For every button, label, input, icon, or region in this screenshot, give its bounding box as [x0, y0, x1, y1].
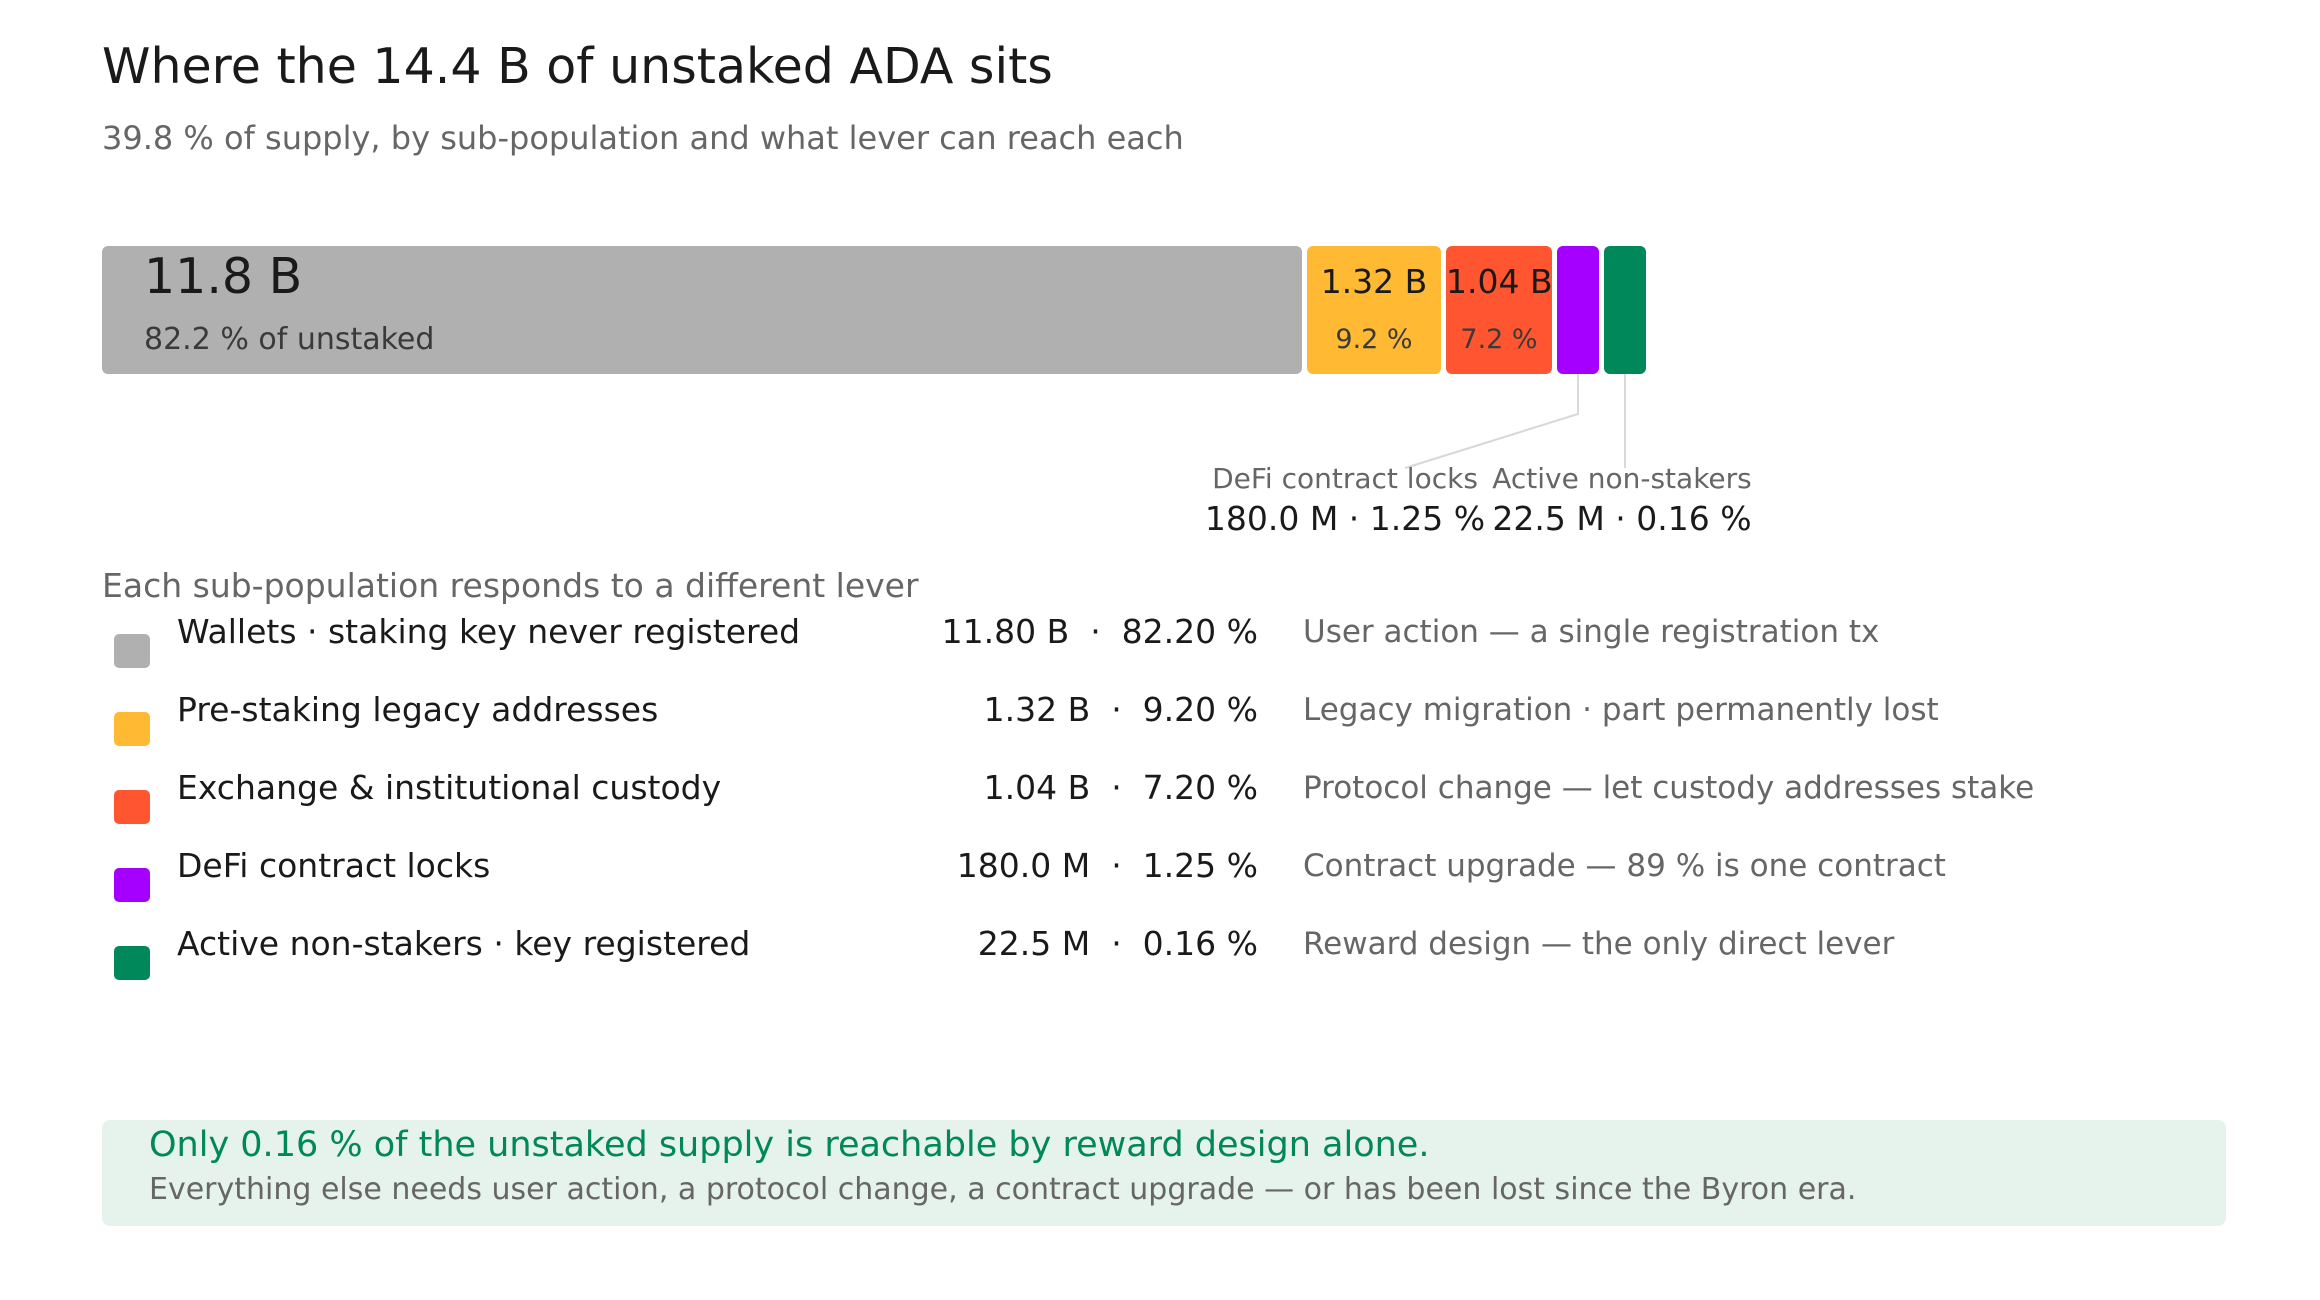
- segment-value-label: 1.32 B: [1320, 262, 1428, 301]
- legend-values: 1.32 B · 9.20 %: [983, 690, 1258, 729]
- legend-values: 1.04 B · 7.20 %: [983, 768, 1258, 807]
- segment-value-label: 11.8 B: [144, 248, 303, 305]
- legend-row: Exchange & institutional custody 1.04 B ·…: [0, 768, 2320, 828]
- legend-row: DeFi contract locks 180.0 M · 1.25 % Contr…: [0, 846, 2320, 906]
- bar-segment: [1604, 246, 1646, 374]
- chart-title: Where the 14.4 B of unstaked ADA sits: [102, 38, 1053, 95]
- legend-lever: User action — a single registration tx: [1303, 614, 1880, 650]
- bar-segment: [1557, 246, 1599, 374]
- legend-name: Pre-staking legacy addresses: [177, 690, 659, 729]
- callout-value: 180.0 M · 1.25 %: [1204, 499, 1486, 538]
- legend-lever: Protocol change — let custody addresses …: [1303, 770, 2035, 806]
- legend-values: 180.0 M · 1.25 %: [956, 846, 1258, 885]
- stacked-bar-chart: 11.8 B 82.2 % of unstaked 1.32 B 9.2 % 1.04 …: [0, 0, 2320, 560]
- legend-swatch: [114, 790, 150, 824]
- legend-swatch: [114, 946, 150, 980]
- legend-heading: Each sub-population responds to a differ…: [102, 566, 919, 605]
- legend-values: 11.80 B · 82.20 %: [941, 612, 1258, 651]
- segment-pct-label: 9.2 %: [1335, 324, 1413, 355]
- legend-row: Active non-stakers · key registered 22.5 …: [0, 924, 2320, 984]
- segment-callout: DeFi contract locks 180.0 M · 1.25 %: [1185, 462, 1505, 538]
- segment-callout: Active non-stakers 22.5 M · 0.16 %: [1462, 462, 1782, 538]
- legend-name: Exchange & institutional custody: [177, 768, 722, 807]
- callout-leader: [1404, 374, 1579, 469]
- callout-name: DeFi contract locks: [1212, 462, 1478, 495]
- segment-pct-label: 7.2 %: [1460, 324, 1538, 355]
- chart-subtitle: 39.8 % of supply, by sub-population and …: [102, 119, 1184, 157]
- segment-pct-label: 82.2 % of unstaked: [144, 322, 435, 357]
- legend-swatch: [114, 868, 150, 902]
- legend-values: 22.5 M · 0.16 %: [977, 924, 1258, 963]
- bar-segment: [1446, 246, 1552, 374]
- takeaway-headline: Only 0.16 % of the unstaked supply is re…: [149, 1125, 1430, 1165]
- callout-leader-lines: [1404, 374, 1626, 469]
- legend-lever: Legacy migration · part permanently lost: [1303, 692, 1939, 728]
- legend-swatch: [114, 634, 150, 668]
- bar-segment: [1307, 246, 1441, 374]
- legend-name: Wallets · staking key never registered: [177, 612, 801, 651]
- callout-name: Active non-stakers: [1492, 462, 1752, 495]
- callout-value: 22.5 M · 0.16 %: [1492, 499, 1752, 538]
- legend-row: Wallets · staking key never registered 11…: [0, 612, 2320, 672]
- takeaway-body: Everything else needs user action, a pro…: [149, 1172, 1857, 1207]
- takeaway-box: Only 0.16 % of the unstaked supply is re…: [102, 1120, 2226, 1226]
- legend-lever: Reward design — the only direct lever: [1303, 926, 1895, 962]
- segment-value-label: 1.04 B: [1446, 262, 1553, 301]
- legend-name: DeFi contract locks: [177, 846, 491, 885]
- legend-swatch: [114, 712, 150, 746]
- bar-segment: [102, 246, 1302, 374]
- legend-name: Active non-stakers · key registered: [177, 924, 751, 963]
- legend-row: Pre-staking legacy addresses 1.32 B · 9.2…: [0, 690, 2320, 750]
- legend-lever: Contract upgrade — 89 % is one contract: [1303, 848, 1946, 884]
